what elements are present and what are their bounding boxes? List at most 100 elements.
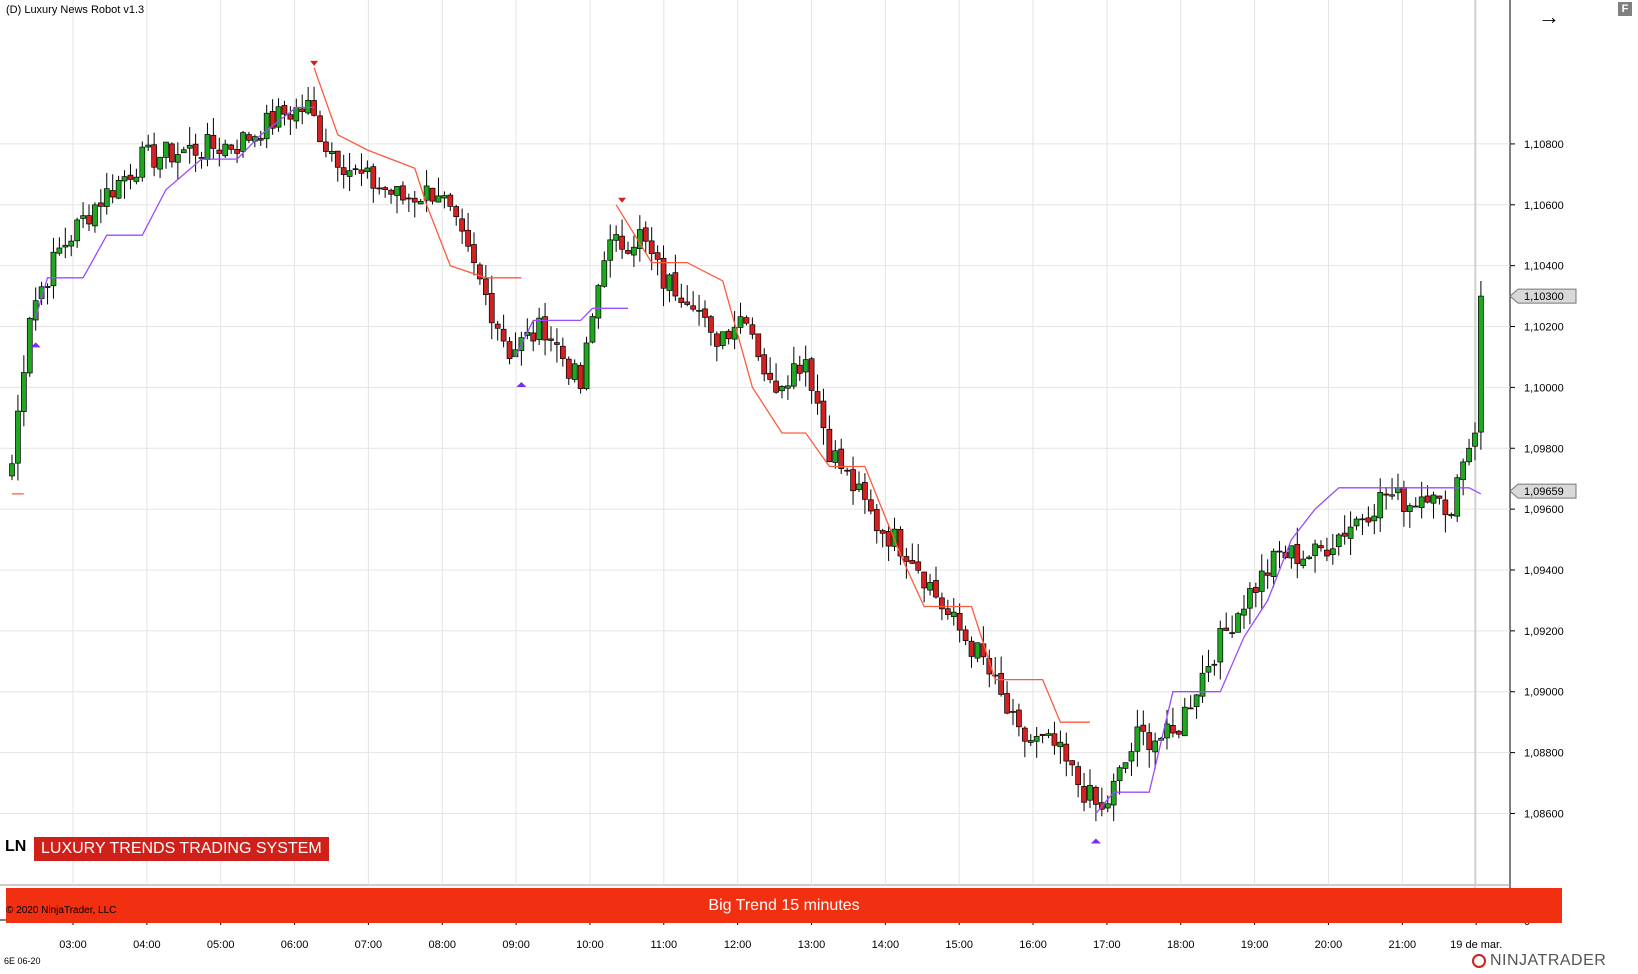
system-name-banner: LUXURY TRENDS TRADING SYSTEM (34, 837, 329, 861)
candle-bear (192, 143, 199, 156)
candle-bull (346, 170, 353, 177)
candle-bull (80, 215, 86, 219)
candle-bear (992, 674, 999, 677)
y-tick-label: 1,09200 (1524, 626, 1564, 638)
candle-bull (1306, 556, 1312, 559)
candle-bear (334, 150, 341, 168)
candle-bear (1276, 550, 1283, 553)
arrow-right-icon[interactable]: → (1538, 4, 1560, 29)
candle-bull (174, 154, 181, 163)
candle-bull (44, 285, 51, 288)
maximize-button[interactable]: F (1618, 2, 1632, 16)
candle-bear (411, 197, 418, 203)
candle-bull (613, 234, 619, 241)
candle-bull (1181, 706, 1188, 737)
candle-bear (713, 333, 720, 347)
candle-bear (299, 108, 306, 112)
candle-bull (1454, 477, 1461, 517)
price-marker-label: 1,10300 (1524, 291, 1564, 303)
candle-bull (779, 386, 785, 392)
buy-signal-arrow (1090, 838, 1101, 844)
candle-bull (950, 611, 957, 617)
candle-bull (74, 219, 81, 242)
candle-bull (1134, 726, 1141, 752)
candle-bear (1401, 486, 1407, 512)
candle-bear (1146, 732, 1153, 751)
candle-bear (246, 134, 252, 141)
candle-bear (814, 391, 821, 404)
candle-bull (121, 176, 128, 182)
candle-bear (287, 114, 294, 120)
candle-bear (1436, 495, 1443, 499)
candle-bull (1057, 741, 1064, 748)
candle-bear (672, 272, 679, 297)
candle-bear (642, 227, 649, 242)
candle-bull (927, 582, 933, 591)
candle-bear (1324, 549, 1330, 557)
candle-bear (654, 252, 661, 260)
candle-bull (328, 151, 335, 154)
candle-bull (1478, 295, 1484, 433)
candle-bull (601, 260, 608, 287)
candle-bear (257, 138, 264, 141)
candle-bear (708, 316, 714, 333)
candle-bear (820, 400, 827, 429)
candle-bull (1418, 496, 1425, 508)
candle-bear (109, 190, 116, 198)
candle-bear (838, 448, 845, 469)
y-tick-label: 1,09600 (1524, 504, 1564, 516)
candle-bear (559, 345, 566, 359)
candle-bull (589, 316, 596, 343)
candle-bear (317, 115, 323, 143)
candle-bull (1460, 461, 1466, 481)
candle-bear (1424, 495, 1431, 503)
candle-bull (1258, 570, 1265, 592)
candle-bear (429, 187, 436, 202)
candle-bull (1389, 494, 1395, 497)
candle-bear (400, 185, 406, 201)
candle-bear (1442, 499, 1449, 516)
y-tick-label: 1,10000 (1524, 382, 1564, 394)
candle-bear (1081, 786, 1087, 803)
x-tick-label: 19 de mar. (1450, 939, 1502, 951)
window-title: (D) Luxury News Robot v1.3 (6, 4, 145, 16)
candle-bear (228, 144, 235, 150)
candle-bear (216, 149, 223, 154)
sell-signal-arrow (310, 60, 319, 66)
candle-bear (323, 141, 329, 152)
candle-bear (826, 428, 833, 463)
x-tick-label: 05:00 (207, 939, 235, 951)
candle-bull (607, 239, 614, 261)
candle-bear (1365, 517, 1372, 523)
x-tick-label: 10:00 (576, 939, 604, 951)
candle-bull (802, 359, 809, 373)
candle-bull (1045, 733, 1052, 736)
candle-bull (423, 185, 430, 201)
candle-bear (867, 499, 874, 512)
candle-bear (506, 341, 513, 360)
candle-bull (50, 251, 57, 287)
candle-bull (1472, 432, 1478, 447)
candle-bear (86, 215, 92, 225)
candle-bear (702, 308, 708, 318)
candle-bear (625, 250, 631, 254)
candle-bull (1412, 505, 1419, 508)
candle-bull (9, 463, 15, 477)
big-trend-panel: Big Trend 15 minutes (6, 888, 1562, 923)
candle-bull (790, 363, 797, 387)
upper-trend-band (12, 67, 1090, 723)
candle-bear (862, 482, 868, 500)
candle-bull (435, 195, 442, 203)
x-tick-label: 18:00 (1167, 939, 1195, 951)
candle-bull (186, 144, 193, 149)
candle-bull (1122, 762, 1129, 769)
candle-bull (1353, 518, 1360, 527)
candle-bull (785, 385, 791, 389)
candle-bull (666, 274, 673, 291)
price-marker (1509, 483, 1577, 499)
candle-bull (536, 317, 542, 340)
candle-bull (737, 316, 744, 328)
instrument-label: 6E 06-20 (4, 956, 41, 966)
candle-bull (222, 143, 229, 157)
